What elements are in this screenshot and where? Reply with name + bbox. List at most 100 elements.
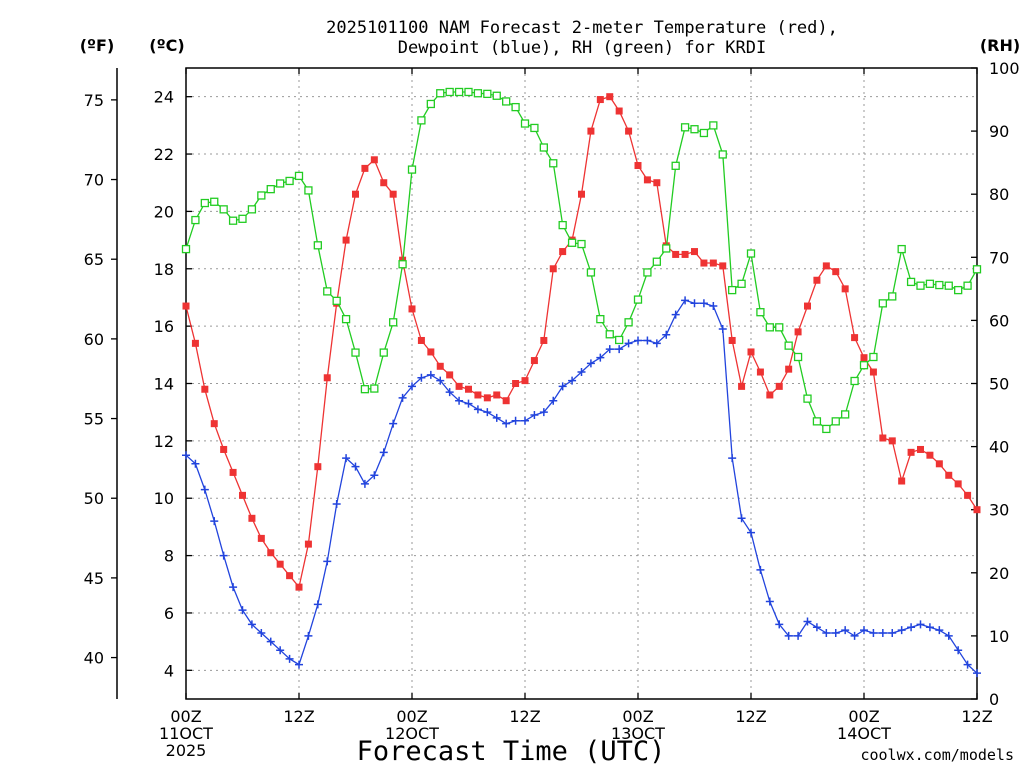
- celsius-tick-label: 10: [154, 489, 174, 508]
- temperature-point: [917, 445, 924, 453]
- temperature-point: [323, 374, 331, 382]
- fahrenheit-axis-label: (ºF): [80, 36, 115, 55]
- rh-point: [464, 87, 473, 97]
- rh-point: [756, 308, 765, 317]
- rh-point: [285, 176, 294, 186]
- rh-point: [812, 417, 822, 426]
- rh-point: [878, 299, 887, 308]
- dewpoint-point: [935, 626, 944, 635]
- temperature-point: [295, 583, 303, 591]
- rh-point: [671, 161, 680, 170]
- rh-tick-label: 10: [989, 627, 1009, 646]
- temperature-point: [935, 460, 943, 468]
- temperature-point: [672, 250, 680, 258]
- rh-point: [370, 384, 379, 393]
- temperature-point: [248, 514, 256, 522]
- temperature-point: [756, 368, 764, 376]
- dewpoint-point: [295, 660, 303, 669]
- rh-tick-label: 0: [989, 690, 999, 709]
- x-tick-label: 14OCT: [837, 724, 891, 743]
- temperature-point: [559, 248, 567, 256]
- dewpoint-point: [445, 388, 454, 397]
- rh-tick-label: 80: [989, 185, 1009, 204]
- x-tick-label: 12Z: [961, 707, 992, 726]
- dewpoint-point: [285, 654, 294, 663]
- dewpoint-point: [521, 416, 529, 425]
- temperature-point: [879, 434, 887, 442]
- rh-point: [624, 318, 633, 327]
- temperature-point: [502, 397, 510, 405]
- rh-point: [181, 244, 191, 254]
- temperature-point: [954, 480, 962, 488]
- rh-point: [398, 260, 407, 269]
- rh-point: [906, 277, 916, 287]
- dewpoint-point: [888, 629, 897, 638]
- dewpoint-point: [219, 551, 228, 560]
- temperature-point: [596, 96, 604, 104]
- dewpoint-point: [200, 485, 209, 494]
- temperature-point: [926, 451, 934, 459]
- rh-point: [304, 186, 313, 195]
- rh-point: [558, 220, 567, 230]
- temperature-point: [483, 394, 491, 402]
- x-axis-label: Forecast Time (UTC): [357, 736, 666, 767]
- temperature-point: [804, 302, 811, 310]
- temperature-point: [860, 354, 868, 362]
- data-series: [181, 87, 982, 678]
- dewpoint-point: [483, 408, 492, 417]
- dewpoint-point: [238, 606, 247, 615]
- dewpoint-point: [803, 617, 812, 626]
- temperature-point: [512, 380, 520, 387]
- temperature-point: [389, 190, 397, 198]
- rh-point: [266, 185, 275, 194]
- temperature-point: [888, 437, 896, 445]
- dewpoint-point: [182, 451, 190, 460]
- rh-point: [652, 257, 661, 266]
- temperature-point: [474, 391, 482, 399]
- celsius-tick-label: 8: [164, 547, 174, 566]
- rh-point: [567, 238, 577, 247]
- rh-point: [530, 123, 539, 133]
- temperature-point: [719, 262, 727, 270]
- temperature-point: [691, 248, 698, 256]
- dewpoint-point: [210, 517, 219, 526]
- dewpoint-point: [671, 310, 680, 319]
- rh-point: [680, 123, 690, 132]
- dewpoint-point: [586, 359, 595, 368]
- rh-point: [379, 348, 388, 357]
- rh-point: [257, 191, 266, 200]
- dewpoint-point: [568, 376, 577, 385]
- dewpoint-point: [624, 339, 633, 348]
- temperature-point: [775, 382, 783, 390]
- rh-point: [426, 99, 435, 109]
- chart-title-line2: Dewpoint (blue), RH (green) for KRDI: [398, 38, 766, 58]
- temperature-point: [898, 477, 906, 485]
- temperature-point: [738, 382, 746, 390]
- tick-labels: 4 6 8 10 12 14 16 18 20 22 24 40 45 50 55 60 65 70 75 0 10 20…: [84, 59, 1020, 760]
- temperature-point: [700, 259, 708, 267]
- dewpoint-point: [408, 382, 416, 391]
- temperature-point: [964, 491, 972, 499]
- dewpoint-point: [605, 345, 614, 354]
- rh-point: [850, 376, 859, 386]
- temperature-point: [540, 336, 548, 344]
- x-tick-label: 12Z: [735, 707, 766, 726]
- rh-point: [539, 143, 548, 152]
- dewpoint-point: [492, 413, 501, 422]
- temperature-point: [521, 377, 529, 385]
- dewpoint-point: [822, 629, 831, 638]
- rh-tick-label: 90: [989, 122, 1009, 141]
- temperature-point: [587, 127, 595, 135]
- temperature-point: [709, 259, 717, 267]
- rh-point: [323, 287, 332, 296]
- rh-point: [549, 159, 558, 168]
- temperature-point: [907, 448, 915, 456]
- fahrenheit-tick-label: 45: [84, 569, 104, 588]
- rh-point: [605, 330, 614, 339]
- dewpoint-point: [681, 296, 690, 305]
- dewpoint-point: [643, 336, 652, 345]
- rh-point: [925, 279, 935, 288]
- rh-point: [765, 323, 774, 332]
- temperature-point: [634, 162, 642, 170]
- celsius-tick-label: 4: [164, 661, 174, 680]
